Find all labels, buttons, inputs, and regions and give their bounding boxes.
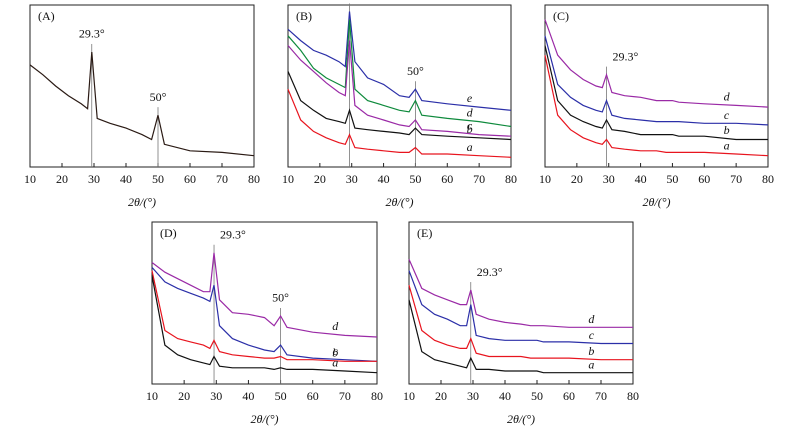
x-tick-label: 80 (248, 172, 260, 186)
x-tick-label: 60 (441, 172, 453, 186)
x-tick-label: 20 (571, 172, 583, 186)
curve-label: b (724, 123, 730, 137)
plot-frame (544, 4, 769, 168)
curve-label: a (332, 355, 338, 369)
xrd-curve (151, 275, 378, 374)
x-tick-label: 20 (435, 389, 447, 403)
xrd-curve (408, 270, 633, 345)
curve-label: b (588, 344, 594, 358)
curve-label: b (332, 346, 338, 360)
curve-label: c (467, 118, 473, 132)
x-tick-label: 80 (762, 172, 774, 186)
x-axis-label: 2θ/(°) (128, 195, 156, 209)
panel-label: (E) (417, 226, 432, 240)
x-tick-label: 70 (339, 389, 351, 403)
xrd-curve (287, 40, 512, 137)
curve-label: c (724, 108, 730, 122)
x-tick-label: 40 (242, 389, 254, 403)
x-tick-label: 30 (603, 172, 615, 186)
x-tick-label: 50 (409, 172, 421, 186)
curve-label: a (588, 357, 594, 371)
x-axis-label: 2θ/(°) (642, 195, 670, 209)
x-tick-label: 70 (730, 172, 742, 186)
annotation-label: 29.3° (612, 49, 638, 63)
x-tick-label: 20 (314, 172, 326, 186)
x-tick-label: 40 (499, 389, 511, 403)
x-axis-label: 2θ/(°) (250, 412, 278, 426)
curve-label: d (724, 90, 731, 104)
x-tick-label: 80 (627, 389, 639, 403)
xrd-curve (408, 299, 633, 374)
x-tick-label: 40 (378, 172, 390, 186)
panel-label: (A) (38, 9, 55, 23)
xrd-curve (408, 259, 633, 328)
x-tick-label: 10 (539, 172, 551, 186)
x-tick-label: 30 (467, 389, 479, 403)
x-tick-label: 70 (216, 172, 228, 186)
x-tick-label: 10 (282, 172, 294, 186)
plot-frame (29, 4, 255, 168)
x-tick-label: 30 (88, 172, 100, 186)
curve-label: d (588, 312, 595, 326)
curve-label: a (467, 140, 473, 154)
x-tick-label: 10 (146, 389, 158, 403)
annotation-label: 50° (150, 90, 167, 104)
curve-label: b (467, 122, 473, 136)
x-tick-label: 30 (346, 172, 358, 186)
curve-label: e (467, 91, 473, 105)
plot-frame (408, 221, 634, 385)
annotation-label: 50° (407, 64, 424, 78)
x-tick-label: 10 (403, 389, 415, 403)
x-tick-label: 80 (505, 172, 517, 186)
annotation-label: 29.3° (220, 228, 246, 242)
x-tick-label: 40 (635, 172, 647, 186)
annotation-label: 29.3° (79, 27, 105, 41)
x-tick-label: 50 (152, 172, 164, 186)
x-tick-label: 60 (184, 172, 196, 186)
x-tick-label: 60 (698, 172, 710, 186)
x-tick-label: 60 (563, 389, 575, 403)
curve-label: d (467, 105, 474, 119)
x-tick-label: 70 (473, 172, 485, 186)
plot-frame (287, 4, 512, 168)
xrd-curve (151, 267, 378, 362)
xrd-curve (151, 270, 377, 362)
x-tick-label: 70 (595, 389, 607, 403)
x-tick-label: 80 (371, 389, 383, 403)
x-axis-label: 2θ/(°) (385, 195, 413, 209)
x-tick-label: 60 (307, 389, 319, 403)
annotation-label: 50° (272, 291, 289, 305)
xrd-curve (287, 88, 512, 158)
x-tick-label: 20 (56, 172, 68, 186)
x-axis-label: 2θ/(°) (507, 412, 535, 426)
xrd-curve (287, 19, 512, 128)
xrd-curve (287, 11, 512, 111)
curve-label: a (724, 138, 730, 152)
xrd-curve (408, 285, 633, 361)
curve-label: c (333, 344, 339, 358)
xrd-curve (544, 45, 768, 141)
x-tick-label: 50 (275, 389, 287, 403)
xrd-curve (544, 55, 769, 157)
x-tick-label: 40 (120, 172, 132, 186)
x-tick-label: 20 (178, 389, 190, 403)
xrd-curve (29, 51, 255, 157)
xrd-curve (151, 252, 378, 338)
panel-label: (D) (160, 226, 177, 240)
x-tick-label: 50 (666, 172, 678, 186)
curve-label: c (589, 328, 595, 342)
plot-frame (151, 221, 378, 385)
xrd-curve (544, 35, 769, 126)
curve-label: d (332, 319, 339, 333)
x-tick-label: 10 (24, 172, 36, 186)
panel-label: (B) (296, 9, 312, 23)
annotation-label: 29.3° (477, 265, 503, 279)
x-tick-label: 30 (210, 389, 222, 403)
panel-label: (C) (553, 9, 569, 23)
xrd-curve (544, 19, 769, 108)
x-tick-label: 50 (531, 389, 543, 403)
xrd-curve (287, 71, 512, 141)
